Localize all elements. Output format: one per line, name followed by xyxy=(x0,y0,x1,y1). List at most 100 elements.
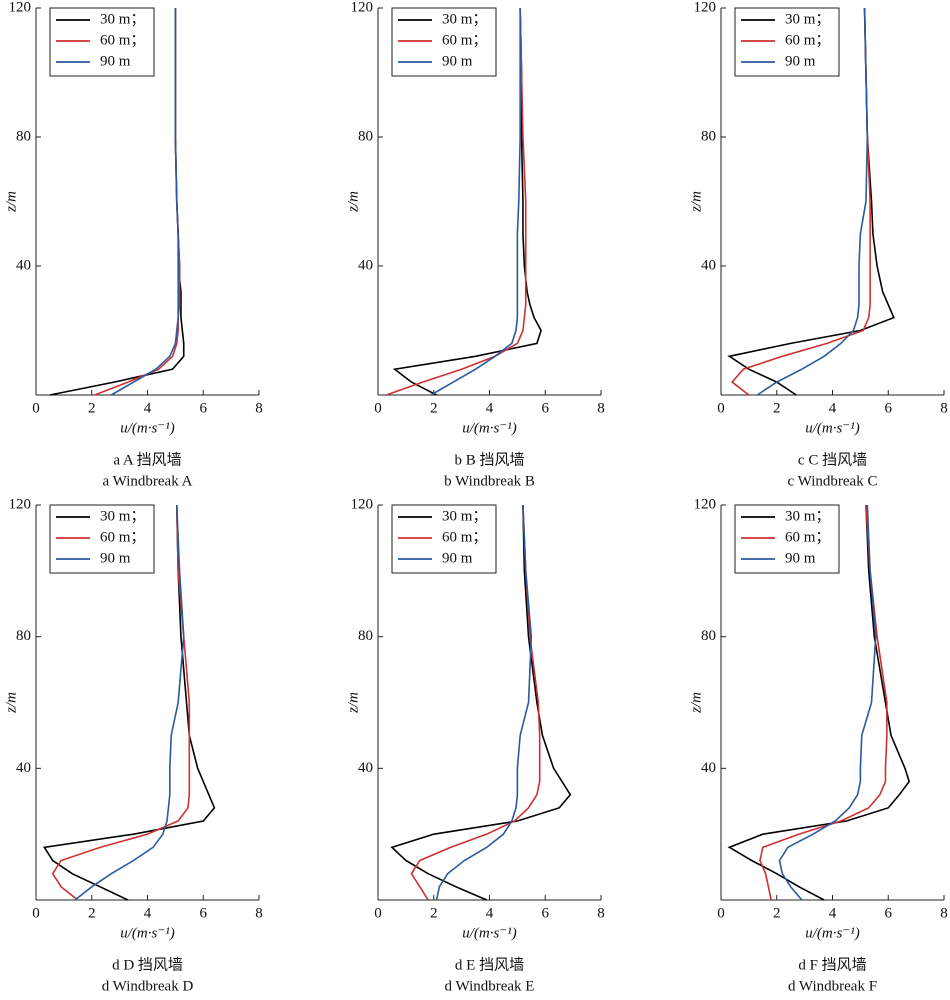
y-axis-label: z/m xyxy=(3,191,19,213)
x-tick-label: 6 xyxy=(885,400,893,416)
y-tick-label: 40 xyxy=(358,760,373,776)
y-tick-label: 120 xyxy=(351,496,374,512)
x-tick-label: 8 xyxy=(940,905,948,921)
profile-line xyxy=(392,7,542,396)
legend-label: 60 m； xyxy=(442,529,487,545)
profile-line xyxy=(74,504,185,901)
x-tick-label: 6 xyxy=(200,905,208,921)
y-axis-label: z/m xyxy=(345,692,361,714)
legend-label: 30 m； xyxy=(100,508,145,524)
x-tick-label: 4 xyxy=(144,905,152,921)
x-tick-label: 2 xyxy=(88,905,96,921)
y-tick-label: 120 xyxy=(694,0,717,15)
legend-label: 90 m xyxy=(442,53,473,69)
legend-label: 60 m； xyxy=(100,529,145,545)
x-tick-label: 8 xyxy=(255,400,263,416)
profile-line xyxy=(51,504,191,901)
y-tick-label: 120 xyxy=(9,0,32,15)
x-tick-label: 0 xyxy=(717,905,725,921)
y-tick-label: 120 xyxy=(9,496,32,512)
x-tick-label: 8 xyxy=(597,400,605,416)
x-tick-label: 0 xyxy=(717,400,725,416)
x-tick-label: 2 xyxy=(773,400,781,416)
legend-label: 30 m； xyxy=(785,508,830,524)
x-tick-label: 6 xyxy=(885,905,893,921)
profile-line xyxy=(43,504,216,901)
x-tick-label: 4 xyxy=(486,400,494,416)
x-tick-label: 4 xyxy=(486,905,494,921)
caption-en: c Windbreak C xyxy=(788,473,878,489)
legend-label: 30 m； xyxy=(442,11,487,27)
profile-line xyxy=(727,504,911,901)
x-tick-label: 6 xyxy=(200,400,208,416)
y-tick-label: 80 xyxy=(358,128,373,144)
legend-label: 60 m； xyxy=(785,529,830,545)
profile-line xyxy=(410,504,541,901)
x-axis-label: u/(m·s⁻¹) xyxy=(805,420,860,436)
x-tick-label: 4 xyxy=(829,400,837,416)
x-axis-label: u/(m·s⁻¹) xyxy=(120,420,175,436)
legend-label: 30 m； xyxy=(785,11,830,27)
x-axis-label: u/(m·s⁻¹) xyxy=(120,925,175,941)
x-tick-label: 4 xyxy=(144,400,152,416)
y-axis-label: z/m xyxy=(3,692,19,714)
legend-label: 90 m xyxy=(100,53,131,69)
caption-cn: d E 挡风墙 xyxy=(455,956,524,973)
y-tick-label: 120 xyxy=(351,0,374,15)
legend-label: 60 m； xyxy=(785,32,830,48)
legend-label: 30 m； xyxy=(442,508,487,524)
legend-label: 60 m； xyxy=(442,32,487,48)
x-tick-label: 8 xyxy=(255,905,263,921)
x-tick-label: 0 xyxy=(374,400,382,416)
caption-en: d Windbreak D xyxy=(102,978,194,994)
profile-line xyxy=(759,504,888,901)
x-tick-label: 6 xyxy=(542,905,550,921)
x-axis-label: u/(m·s⁻¹) xyxy=(805,925,860,941)
x-tick-label: 8 xyxy=(940,400,948,416)
legend-label: 60 m； xyxy=(100,32,145,48)
y-axis-label: z/m xyxy=(688,692,704,714)
x-axis-label: u/(m·s⁻¹) xyxy=(462,420,517,436)
caption-cn: a A 挡风墙 xyxy=(113,451,181,468)
y-tick-label: 40 xyxy=(701,257,716,273)
caption-cn: b B 挡风墙 xyxy=(454,451,524,468)
x-tick-label: 0 xyxy=(32,400,40,416)
x-tick-label: 2 xyxy=(773,905,781,921)
x-tick-label: 2 xyxy=(430,905,438,921)
x-tick-label: 2 xyxy=(88,400,96,416)
y-tick-label: 40 xyxy=(701,760,716,776)
profile-line xyxy=(430,8,521,396)
y-tick-label: 40 xyxy=(16,760,31,776)
profile-line xyxy=(110,8,179,396)
caption-en: a Windbreak A xyxy=(103,473,193,489)
profile-line xyxy=(386,7,527,396)
x-tick-label: 8 xyxy=(597,905,605,921)
x-axis-label: u/(m·s⁻¹) xyxy=(462,925,517,941)
legend-label: 90 m xyxy=(785,53,816,69)
caption-en: b Windbreak B xyxy=(444,473,535,489)
profile-line xyxy=(390,504,572,901)
caption-cn: c C 挡风墙 xyxy=(798,451,867,468)
legend-label: 90 m xyxy=(785,550,816,566)
x-tick-label: 0 xyxy=(374,905,382,921)
profile-line xyxy=(756,7,869,396)
legend-label: 90 m xyxy=(100,550,131,566)
caption-cn: d D 挡风墙 xyxy=(112,956,183,973)
y-tick-label: 80 xyxy=(358,628,373,644)
y-tick-label: 80 xyxy=(701,628,716,644)
y-tick-label: 40 xyxy=(358,257,373,273)
y-axis-label: z/m xyxy=(345,191,361,213)
profile-line xyxy=(778,504,877,901)
legend-label: 90 m xyxy=(442,550,473,566)
y-tick-label: 80 xyxy=(16,628,31,644)
legend-label: 30 m； xyxy=(100,11,145,27)
profile-line xyxy=(730,7,871,396)
x-tick-label: 0 xyxy=(32,905,40,921)
x-tick-label: 2 xyxy=(430,400,438,416)
y-axis-label: z/m xyxy=(688,191,704,213)
y-tick-label: 120 xyxy=(694,496,717,512)
caption-en: d Windbreak F xyxy=(788,978,877,994)
x-tick-label: 6 xyxy=(542,400,550,416)
y-tick-label: 80 xyxy=(16,128,31,144)
